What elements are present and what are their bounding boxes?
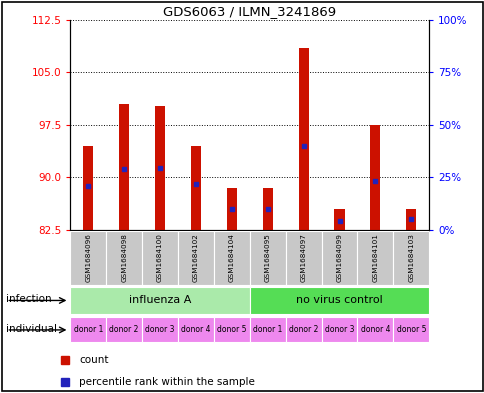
Bar xyxy=(321,231,357,285)
Text: GSM1684099: GSM1684099 xyxy=(336,233,342,282)
Bar xyxy=(357,316,393,342)
Text: GSM1684097: GSM1684097 xyxy=(300,233,306,282)
Bar xyxy=(285,231,321,285)
Text: donor 2: donor 2 xyxy=(109,325,138,334)
Text: donor 1: donor 1 xyxy=(253,325,282,334)
Bar xyxy=(213,316,249,342)
Bar xyxy=(191,146,200,230)
Text: donor 4: donor 4 xyxy=(181,325,210,334)
Text: GSM1684103: GSM1684103 xyxy=(408,233,413,282)
Text: GSM1684096: GSM1684096 xyxy=(85,233,91,282)
Text: donor 5: donor 5 xyxy=(396,325,425,334)
Bar xyxy=(106,231,142,285)
Text: GSM1684104: GSM1684104 xyxy=(228,233,234,282)
Text: count: count xyxy=(79,355,109,365)
Text: donor 3: donor 3 xyxy=(324,325,353,334)
Text: donor 1: donor 1 xyxy=(74,325,103,334)
Text: donor 2: donor 2 xyxy=(288,325,318,334)
Bar xyxy=(370,125,379,230)
Bar xyxy=(406,209,415,230)
Bar xyxy=(298,48,308,230)
Bar xyxy=(321,316,357,342)
Bar xyxy=(106,316,142,342)
Text: GSM1684095: GSM1684095 xyxy=(264,233,270,282)
Bar xyxy=(178,316,213,342)
Bar xyxy=(249,316,285,342)
Bar xyxy=(70,316,106,342)
Bar xyxy=(70,286,249,314)
Bar xyxy=(393,316,428,342)
Bar xyxy=(178,231,213,285)
Title: GDS6063 / ILMN_3241869: GDS6063 / ILMN_3241869 xyxy=(163,6,335,18)
Text: donor 5: donor 5 xyxy=(217,325,246,334)
Text: donor 4: donor 4 xyxy=(360,325,389,334)
Text: no virus control: no virus control xyxy=(296,295,382,305)
Text: GSM1684100: GSM1684100 xyxy=(157,233,163,282)
Text: GSM1684102: GSM1684102 xyxy=(193,233,198,282)
Bar xyxy=(334,209,344,230)
Text: influenza A: influenza A xyxy=(129,295,191,305)
Bar xyxy=(142,231,178,285)
Bar xyxy=(249,231,285,285)
Bar xyxy=(83,146,93,230)
Bar xyxy=(70,231,106,285)
Bar xyxy=(262,188,272,230)
Bar xyxy=(357,231,393,285)
Text: donor 3: donor 3 xyxy=(145,325,174,334)
Text: GSM1684101: GSM1684101 xyxy=(372,233,378,282)
Bar xyxy=(393,231,428,285)
Bar xyxy=(119,104,129,230)
Bar xyxy=(285,316,321,342)
Bar xyxy=(155,106,165,230)
Bar xyxy=(249,286,428,314)
Text: individual: individual xyxy=(6,324,57,334)
Bar xyxy=(142,316,178,342)
Text: infection: infection xyxy=(6,294,52,305)
Bar xyxy=(227,188,236,230)
Text: GSM1684098: GSM1684098 xyxy=(121,233,127,282)
Text: percentile rank within the sample: percentile rank within the sample xyxy=(79,376,255,387)
Bar xyxy=(213,231,249,285)
